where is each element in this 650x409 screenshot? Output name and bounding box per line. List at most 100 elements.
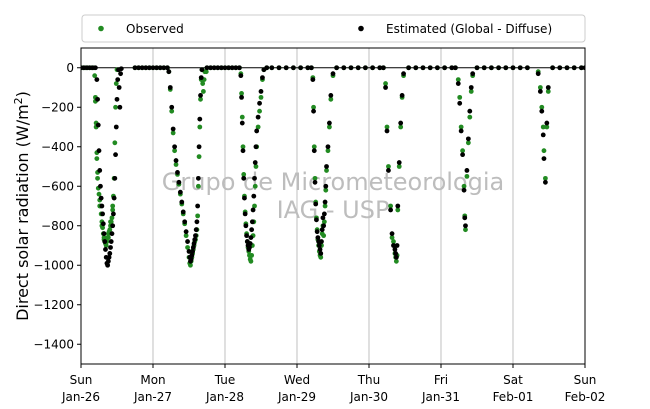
data-point <box>95 96 100 102</box>
data-point <box>186 249 192 254</box>
data-point <box>252 183 258 189</box>
data-point <box>196 154 202 160</box>
data-point <box>106 254 112 260</box>
data-point <box>541 148 547 154</box>
data-point <box>325 144 331 150</box>
data-point <box>93 65 98 71</box>
data-point <box>115 77 121 82</box>
data-point <box>255 114 261 120</box>
data-point <box>399 93 405 98</box>
data-point <box>460 148 465 154</box>
data-point <box>257 108 262 114</box>
data-point <box>312 175 318 181</box>
data-point <box>321 219 327 225</box>
data-point <box>330 71 336 77</box>
data-point <box>481 65 487 71</box>
data-point <box>389 231 395 237</box>
data-point <box>208 65 214 71</box>
data-point <box>172 148 178 154</box>
data-point <box>381 65 386 71</box>
data-point <box>188 256 194 262</box>
data-point <box>457 94 463 100</box>
data-point <box>355 65 361 71</box>
plot-frame <box>80 47 586 365</box>
data-point <box>298 65 303 71</box>
data-point <box>464 168 470 173</box>
data-point <box>465 136 471 142</box>
data-point <box>393 251 399 256</box>
data-point <box>173 158 179 163</box>
data-point <box>175 170 180 175</box>
data-point <box>316 243 322 248</box>
data-point <box>252 175 257 181</box>
data-point <box>321 223 327 229</box>
series-1 <box>81 65 585 268</box>
y-tick-label: −600 <box>41 179 74 193</box>
data-point <box>310 77 316 82</box>
y-axis-title-main: Direct solar radiation (W/m <box>13 104 32 321</box>
data-point <box>435 65 440 71</box>
data-point <box>108 245 113 250</box>
y-tick-label: −400 <box>41 140 74 154</box>
data-point <box>107 227 113 233</box>
data-point <box>111 211 116 217</box>
data-point <box>105 258 111 264</box>
data-point <box>311 108 316 114</box>
data-point <box>98 183 103 189</box>
data-point <box>200 81 206 86</box>
data-point <box>322 203 328 209</box>
data-point <box>195 175 201 181</box>
data-point <box>384 128 390 134</box>
data-point <box>269 65 275 71</box>
data-point <box>323 187 329 193</box>
data-point <box>247 241 253 246</box>
data-point <box>510 65 516 71</box>
data-point <box>291 65 296 71</box>
data-point <box>540 132 546 138</box>
data-point <box>192 237 198 242</box>
data-point <box>258 94 264 100</box>
data-point <box>318 254 324 260</box>
data-point <box>315 235 321 241</box>
data-point <box>253 164 259 169</box>
data-point <box>249 219 255 225</box>
data-point <box>102 239 108 244</box>
data-point <box>467 108 473 114</box>
data-point <box>109 215 115 221</box>
data-point <box>325 148 331 154</box>
data-point <box>244 233 250 239</box>
data-point <box>173 162 179 167</box>
data-point <box>465 140 471 146</box>
data-point <box>394 243 400 248</box>
data-point <box>457 100 463 106</box>
data-point <box>99 203 105 209</box>
y-tick-label: 0 <box>66 61 74 75</box>
legend-label-observed: Observed <box>126 22 184 36</box>
data-point <box>239 91 244 96</box>
x-tick-label-date: Jan-31 <box>421 390 460 404</box>
data-point <box>116 85 122 90</box>
data-point <box>442 65 447 71</box>
data-point <box>537 85 543 90</box>
data-point <box>147 65 152 71</box>
data-point <box>110 223 116 229</box>
data-point <box>537 89 543 94</box>
data-point <box>185 245 190 250</box>
data-point <box>118 71 123 77</box>
data-point <box>458 128 464 134</box>
data-point <box>543 175 548 181</box>
data-point <box>238 73 244 79</box>
data-point <box>105 262 111 268</box>
x-tick-label-day: Mon <box>140 373 165 387</box>
data-point <box>233 65 239 71</box>
y-tick-label: −800 <box>41 219 74 233</box>
data-point <box>324 164 329 169</box>
data-point <box>166 69 172 75</box>
data-point <box>100 221 106 227</box>
data-point <box>582 65 585 71</box>
x-tick-label-day: Fri <box>434 373 448 387</box>
data-point <box>550 65 555 71</box>
data-point <box>468 85 474 90</box>
legend-marker-estimated <box>358 25 364 32</box>
data-point <box>406 65 411 71</box>
